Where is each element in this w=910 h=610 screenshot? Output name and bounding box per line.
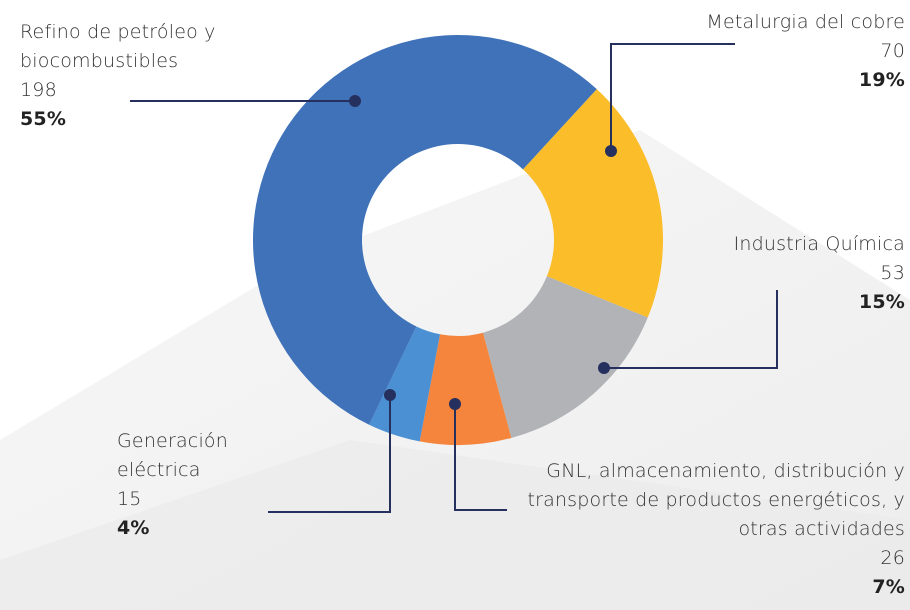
slice-label: Industria Química 53 15% [685, 230, 905, 317]
leader-dot [349, 95, 361, 107]
value-label: 198 [20, 79, 57, 101]
value-label: 53 [880, 262, 905, 284]
category-label: Generación eléctrica [117, 430, 228, 481]
value-label: 26 [880, 547, 905, 569]
leader-dot [384, 389, 396, 401]
percent-label: 4% [117, 517, 150, 539]
value-label: 70 [880, 40, 905, 62]
donut-slice [482, 276, 648, 438]
donut-slice [522, 89, 663, 318]
leader-dot [598, 362, 610, 374]
donut-slice [419, 332, 512, 445]
slice-label: Refino de petróleo y biocombustibles 198 5… [20, 18, 260, 134]
slice-label: Metalurgia del cobre 70 19% [705, 8, 905, 95]
leader-line [610, 43, 735, 151]
percent-label: 15% [858, 291, 905, 313]
percent-label: 7% [872, 576, 905, 598]
category-label: Refino de petróleo y biocombustibles [20, 21, 216, 72]
leader-dot [449, 398, 461, 410]
slice-label: Generación eléctrica 15 4% [117, 427, 257, 543]
background-shape [0, 440, 910, 610]
leader-line [454, 404, 507, 511]
category-label: Metalurgia del cobre [706, 11, 905, 33]
leader-line [604, 290, 778, 369]
percent-label: 55% [20, 108, 67, 130]
donut-slice [253, 35, 597, 425]
donut-slice [369, 326, 441, 442]
percent-label: 19% [858, 69, 905, 91]
value-label: 15 [117, 488, 142, 510]
category-label: Industria Química [733, 233, 905, 255]
category-label: GNL, almacenamiento, distribución y tran… [527, 460, 905, 540]
leader-line [268, 395, 391, 513]
slice-label: GNL, almacenamiento, distribución y tran… [505, 457, 905, 602]
leader-dot [605, 145, 617, 157]
